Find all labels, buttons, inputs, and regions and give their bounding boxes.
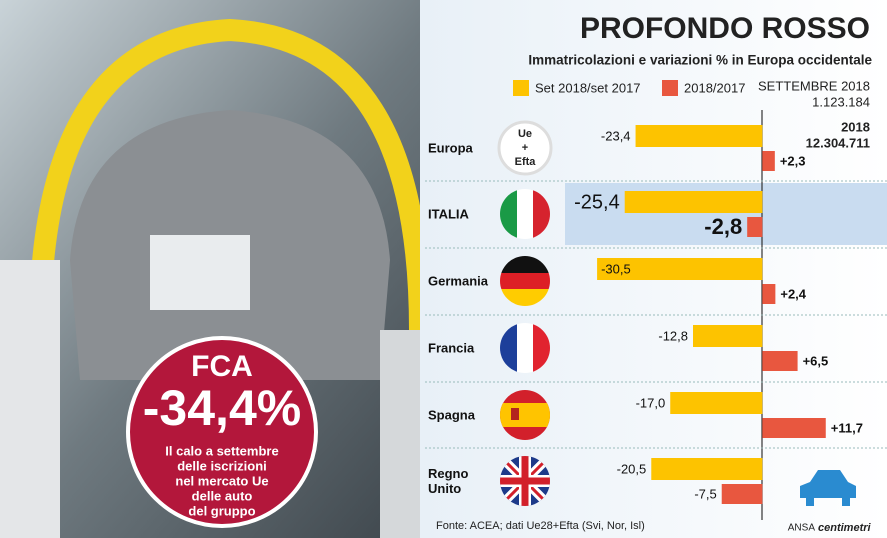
europe-badge-text: Ue — [518, 128, 532, 140]
flags — [497, 120, 553, 506]
yellow-frame — [29, 18, 431, 331]
europe-badge-text: Efta — [515, 156, 537, 168]
bar — [762, 418, 826, 438]
month-value: 1.123.184 — [812, 94, 870, 109]
flag-uk — [500, 456, 550, 506]
category-label: Europa — [428, 140, 473, 156]
worker — [0, 260, 60, 538]
fca-caption: delle auto — [192, 488, 253, 503]
category-label: Germania — [428, 273, 488, 289]
credit-agency: ANSA — [788, 523, 816, 534]
fca-caption: del gruppo — [188, 503, 255, 518]
category-label: ITALIA — [428, 206, 469, 222]
credit-brand: centimetri — [818, 522, 872, 534]
bar — [597, 258, 763, 280]
value-label: -30,5 — [601, 261, 631, 276]
value-label: -2,8 — [704, 214, 742, 239]
value-label: -25,4 — [574, 191, 620, 213]
flag-italy — [500, 189, 550, 239]
car-icon — [800, 470, 856, 506]
subtitle: Immatricolazioni e variazioni % in Europ… — [528, 53, 872, 68]
value-label: -17,0 — [636, 395, 666, 410]
flag-germany — [500, 256, 550, 306]
bar — [721, 484, 763, 504]
bar — [651, 458, 763, 480]
bar — [670, 392, 763, 414]
year-value: 12.304.711 — [806, 135, 870, 150]
flag-france — [500, 323, 550, 373]
value-label: -23,4 — [601, 128, 631, 143]
value-label: -12,8 — [658, 328, 688, 343]
flag-spain — [500, 390, 550, 440]
value-label: +2,4 — [780, 286, 806, 301]
bar — [693, 325, 763, 347]
legend-label: 2018/2017 — [684, 80, 745, 95]
legend-label: Set 2018/set 2017 — [535, 80, 641, 95]
fca-name: FCA — [191, 350, 253, 383]
bar — [747, 217, 763, 237]
bar — [635, 125, 763, 147]
fca-caption: delle iscrizioni — [177, 458, 267, 473]
category-label: Spagna — [428, 407, 475, 423]
month-label: SETTEMBRE 2018 — [758, 78, 870, 93]
legend-swatch — [513, 80, 529, 96]
flag-europe — [497, 120, 553, 176]
category-label: Francia — [428, 340, 475, 356]
value-label: +2,3 — [780, 153, 806, 168]
bar — [762, 151, 775, 171]
car-label — [150, 235, 250, 310]
legend-swatch — [662, 80, 678, 96]
europe-badge-text: + — [522, 142, 528, 154]
bar — [624, 191, 763, 213]
title: PROFONDO ROSSO — [580, 12, 870, 45]
value-label: -20,5 — [617, 461, 647, 476]
fca-change: -34,4% — [143, 380, 301, 436]
category-label: Regno Unito — [428, 466, 469, 496]
value-label: -7,5 — [694, 486, 716, 501]
source: Fonte: ACEA; dati Ue28+Efta (Svi, Nor, I… — [436, 520, 645, 532]
fca-caption: nel mercato Ue — [175, 473, 268, 488]
bar — [762, 284, 776, 304]
fca-caption: Il calo a settembre — [165, 443, 278, 458]
bar — [762, 351, 798, 371]
value-label: +11,7 — [831, 420, 863, 435]
fca-badge — [126, 336, 318, 528]
year-label: 2018 — [841, 119, 870, 134]
value-label: +6,5 — [803, 353, 829, 368]
